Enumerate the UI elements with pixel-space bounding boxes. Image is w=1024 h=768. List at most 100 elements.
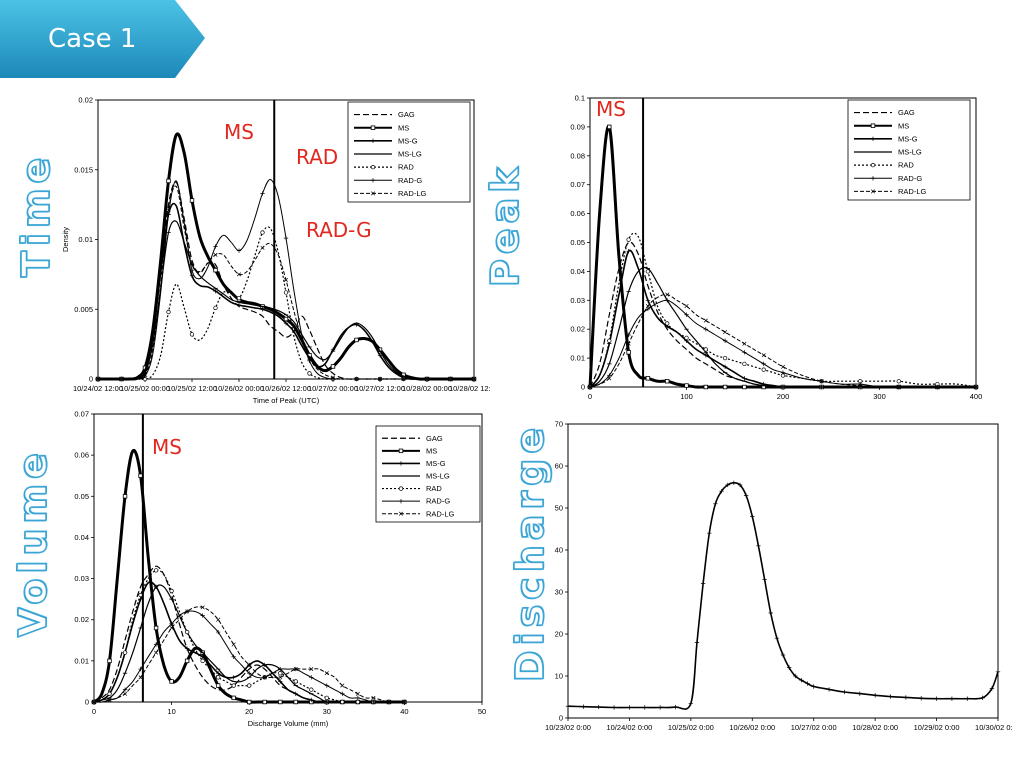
data-point: [665, 292, 670, 297]
data-point: [247, 683, 252, 688]
data-point: [980, 695, 985, 701]
data-point: [307, 356, 312, 361]
series-line: [93, 569, 405, 703]
legend-label: GAG: [426, 434, 443, 443]
x-tick-label: 10/25/02 0:00: [668, 723, 714, 732]
x-tick-label: 30: [323, 707, 331, 716]
side-label-time: Time: [13, 152, 59, 278]
data-point: [703, 384, 708, 390]
data-point: [166, 178, 171, 184]
y-tick-label: 0.08: [570, 151, 585, 160]
x-tick-label: 10/26/02 00:00: [214, 384, 264, 393]
data-point: [216, 617, 221, 622]
data-point: [340, 691, 345, 696]
data-point: [231, 675, 236, 680]
data-point: [377, 353, 383, 358]
data-point: [870, 189, 876, 194]
data-point: [213, 267, 218, 273]
data-point: [283, 290, 289, 295]
data-point: [231, 683, 236, 688]
data-point: [723, 330, 728, 335]
data-point: [919, 696, 924, 701]
data-point: [398, 461, 404, 466]
data-point: [153, 568, 159, 573]
data-point: [703, 353, 708, 358]
data-point: [189, 198, 195, 203]
data-point: [340, 683, 345, 688]
y-tick-label: 0.07: [74, 410, 89, 419]
data-point: [283, 321, 289, 326]
data-point: [826, 687, 832, 692]
legend-label: RAD-G: [426, 497, 450, 506]
data-point: [756, 543, 761, 548]
data-point: [742, 384, 747, 390]
data-point: [166, 309, 171, 315]
data-point: [283, 316, 289, 322]
data-point: [401, 376, 406, 382]
y-tick-label: 0.09: [570, 122, 585, 131]
plot-frame: [567, 423, 999, 719]
data-point: [694, 640, 700, 645]
series-rad-lg: [587, 292, 979, 390]
x-tick-label: 10: [167, 707, 175, 716]
y-tick-label: 40: [555, 546, 563, 555]
data-point: [107, 658, 112, 664]
x-tick-label: 10/29/02 0:00: [914, 723, 960, 732]
data-point: [793, 673, 798, 679]
x-tick-label: 20: [245, 707, 253, 716]
data-point: [122, 650, 128, 655]
x-tick-label: 10/24/02 0:00: [606, 723, 652, 732]
data-point: [665, 321, 670, 326]
data-point: [340, 699, 345, 705]
x-tick-label: 10/26/02 12:00: [261, 384, 311, 393]
y-tick-label: 0.02: [78, 96, 93, 105]
data-point: [200, 658, 205, 664]
data-point: [200, 613, 205, 618]
data-point: [989, 686, 995, 691]
data-point: [231, 654, 236, 659]
data-point: [780, 364, 786, 369]
data-point: [965, 696, 970, 701]
data-point: [684, 383, 689, 388]
data-point: [122, 494, 128, 499]
data-point: [153, 625, 159, 631]
data-point: [107, 691, 112, 696]
data-point: [184, 629, 190, 635]
data-point: [354, 376, 359, 382]
y-tick-label: 60: [555, 462, 563, 471]
x-tick-label: 50: [478, 707, 486, 716]
data-point: [713, 501, 718, 506]
data-point: [665, 298, 670, 303]
data-point: [236, 295, 242, 301]
data-point: [870, 123, 876, 128]
x-tick-label: 10/24/02 12:00: [73, 384, 123, 393]
data-point: [370, 178, 376, 183]
data-point: [722, 384, 728, 390]
legend-label: RAD-G: [898, 174, 922, 183]
data-point: [707, 531, 712, 536]
data-point: [607, 124, 612, 130]
data-point: [565, 704, 571, 709]
y-tick-label: 10: [555, 672, 563, 681]
data-point: [142, 372, 148, 377]
y-tick-label: 0.005: [74, 305, 93, 314]
data-point: [370, 138, 376, 144]
chart-volume: 0 0.01 0.02 0.03 0.04 0.05 0.06 0.07 0 10 20 30 40 50…: [58, 408, 490, 738]
y-tick-label: 0.1: [575, 94, 585, 103]
y-tick-label: 0.015: [74, 165, 93, 174]
data-point: [750, 514, 755, 519]
data-point: [283, 277, 289, 283]
data-point: [169, 679, 174, 684]
chart-peak: 0 0.01 0.02 0.03 0.04 0.05 0.06 0.07 0.08 0.09 0.1…: [558, 92, 998, 414]
y-tick-label: 0.07: [570, 180, 585, 189]
data-point: [780, 652, 786, 658]
x-tick-label: 10/30/02 0:00: [975, 723, 1012, 732]
annotation-volume-ms: MS: [152, 435, 182, 459]
data-point: [122, 691, 128, 696]
data-point: [684, 304, 689, 309]
x-tick-label: 300: [873, 392, 886, 401]
annotation-peak-ms: MS: [596, 97, 626, 121]
data-point: [398, 498, 404, 504]
data-point: [786, 665, 792, 670]
legend-label: MS-LG: [398, 150, 422, 159]
